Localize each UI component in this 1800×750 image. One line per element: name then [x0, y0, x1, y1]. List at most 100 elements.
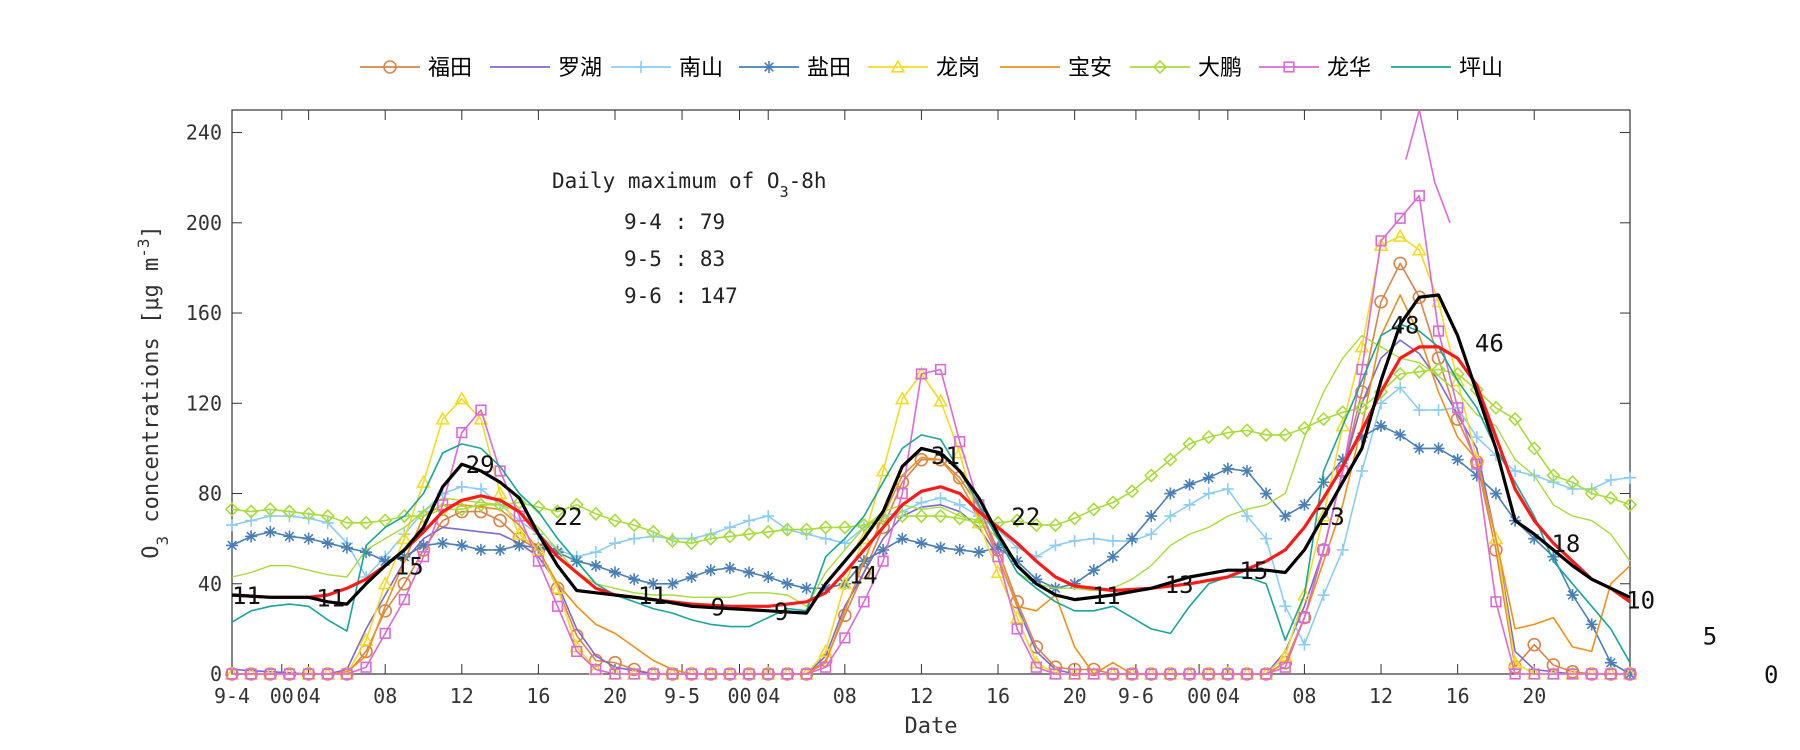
- series-marker: [416, 474, 431, 488]
- y-tick-label: 120: [186, 391, 222, 415]
- series-marker: [1355, 385, 1369, 399]
- series-marker: [762, 510, 775, 523]
- series-marker: [417, 551, 430, 563]
- data-label: 11: [1092, 582, 1121, 610]
- series-marker: [1067, 662, 1082, 677]
- series-3: [226, 419, 1636, 680]
- legend-marker-star: [763, 61, 775, 73]
- series-marker: [896, 532, 909, 545]
- series-marker: [1030, 573, 1043, 586]
- series-marker: [628, 668, 640, 680]
- series-marker: [1202, 471, 1215, 484]
- series-marker: [703, 531, 718, 546]
- series-marker: [837, 576, 853, 590]
- series-marker: [1279, 510, 1292, 523]
- series-marker: [551, 546, 564, 559]
- series-marker: [301, 506, 316, 521]
- series-marker: [1565, 664, 1580, 679]
- annotation-title: Daily maximum of O3-8h: [552, 169, 827, 201]
- series-marker: [858, 596, 870, 608]
- series-marker: [379, 627, 391, 639]
- series-marker: [914, 452, 929, 467]
- x-tick-label: 12: [909, 684, 933, 708]
- series-marker: [722, 529, 738, 544]
- series-marker: [895, 508, 910, 524]
- series-marker: [1278, 427, 1293, 442]
- x-tick-label: 9-5: [664, 684, 700, 708]
- series-marker: [1202, 487, 1215, 500]
- series-marker: [377, 576, 393, 590]
- series-marker: [628, 532, 641, 545]
- series-marker: [781, 577, 794, 590]
- series-marker: [1221, 462, 1234, 475]
- plot-frame: [231, 109, 1631, 675]
- series-marker: [282, 504, 297, 519]
- legend-label: 盐田: [807, 56, 851, 81]
- series-marker: [1335, 405, 1350, 420]
- series-marker: [1413, 442, 1426, 455]
- data-label: 14: [849, 562, 878, 590]
- series-marker: [474, 543, 487, 556]
- x-tick-label: 08: [373, 684, 397, 708]
- series-marker: [646, 524, 661, 540]
- series-marker: [1316, 543, 1331, 557]
- series-marker: [992, 541, 1005, 554]
- series-marker: [263, 502, 278, 517]
- x-tick-label: 16: [1446, 684, 1470, 708]
- series-marker: [1603, 490, 1618, 506]
- series-marker: [800, 582, 813, 595]
- series-marker: [1355, 464, 1368, 477]
- series-marker: [839, 632, 851, 644]
- x-tick-label: 04: [1216, 684, 1240, 708]
- series-marker: [569, 497, 584, 512]
- series-marker: [1336, 543, 1349, 556]
- series-marker: [837, 520, 852, 535]
- series-marker: [494, 543, 507, 556]
- data-label: 31: [931, 442, 960, 470]
- series-marker: [1528, 668, 1540, 680]
- x-tick-label: 20: [1522, 684, 1546, 708]
- series-marker: [1298, 611, 1311, 624]
- series-marker: [1450, 373, 1465, 387]
- series-line: [231, 323, 1631, 664]
- series-marker: [1355, 431, 1368, 444]
- series-marker: [417, 539, 430, 552]
- series-11: [231, 293, 1631, 615]
- series-marker: [1105, 495, 1121, 510]
- series-marker: [914, 508, 929, 524]
- series-marker: [1086, 502, 1101, 517]
- series-marker: [1010, 513, 1025, 528]
- legend-item-1: 罗湖: [490, 56, 602, 81]
- series-marker: [589, 546, 602, 559]
- series-marker: [437, 499, 449, 511]
- series-marker: [588, 506, 603, 521]
- series-marker: [1527, 441, 1542, 456]
- series-marker: [1584, 486, 1599, 501]
- series-marker: [609, 537, 622, 550]
- series-marker: [493, 513, 507, 528]
- data-label: 23: [1316, 503, 1345, 531]
- data-label: 9: [774, 598, 788, 626]
- series-marker: [322, 668, 334, 680]
- series-marker: [609, 668, 621, 680]
- series-marker: [1316, 508, 1331, 522]
- legend-item-8: 坪山: [1391, 56, 1503, 81]
- series-line: [231, 293, 1631, 615]
- series-marker: [685, 570, 698, 583]
- series-marker: [1087, 564, 1100, 577]
- series-marker: [1201, 429, 1216, 445]
- series-marker: [589, 653, 603, 668]
- series-marker: [1049, 668, 1062, 680]
- series-peak-line: [1405, 109, 1451, 224]
- legend-item-7: 龙华: [1259, 56, 1371, 81]
- data-label: 5: [1703, 623, 1717, 651]
- series-marker: [1375, 419, 1388, 432]
- series-marker: [915, 496, 928, 509]
- legend-label: 罗湖: [558, 56, 602, 81]
- series-marker: [1393, 256, 1407, 271]
- series-marker: [1298, 498, 1311, 511]
- series-marker: [933, 508, 948, 524]
- annotation-row: 9-5 : 83: [624, 247, 725, 271]
- series-marker: [627, 517, 642, 533]
